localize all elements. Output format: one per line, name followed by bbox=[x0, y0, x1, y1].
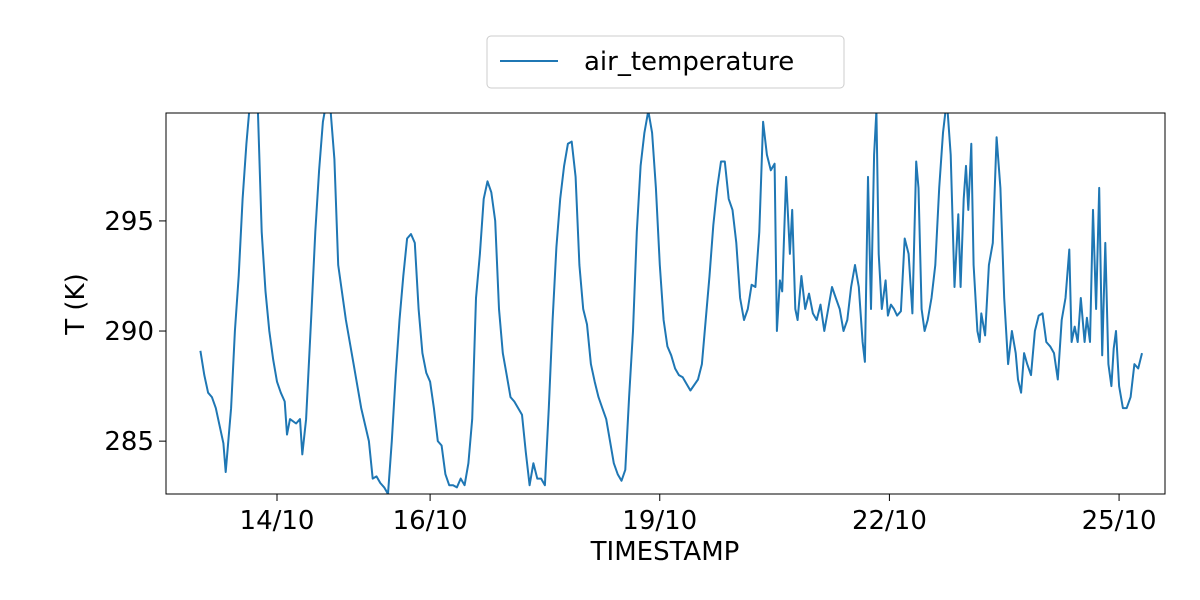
legend: air_temperature bbox=[486, 35, 845, 89]
y-tick-label: 285 bbox=[104, 427, 154, 457]
legend-box bbox=[486, 35, 845, 89]
y-tick-label: 290 bbox=[104, 317, 154, 347]
plot-frame bbox=[165, 112, 1166, 495]
x-tick-label: 25/10 bbox=[1082, 506, 1157, 536]
x-tick-label: 14/10 bbox=[240, 506, 315, 536]
legend-label: air_temperature bbox=[584, 47, 794, 77]
x-axis-title: TIMESTAMP bbox=[590, 537, 740, 567]
y-axis-title: T (K) bbox=[61, 273, 91, 335]
series-line-air-temperature bbox=[199, 113, 1143, 494]
y-axis: 285 290 295 bbox=[104, 207, 166, 457]
x-tick-label: 22/10 bbox=[852, 506, 927, 536]
x-axis: 14/10 16/10 19/10 22/10 25/10 bbox=[240, 494, 1157, 536]
x-tick-label: 19/10 bbox=[622, 506, 697, 536]
y-tick-label: 295 bbox=[104, 207, 154, 237]
x-tick-label: 16/10 bbox=[393, 506, 468, 536]
